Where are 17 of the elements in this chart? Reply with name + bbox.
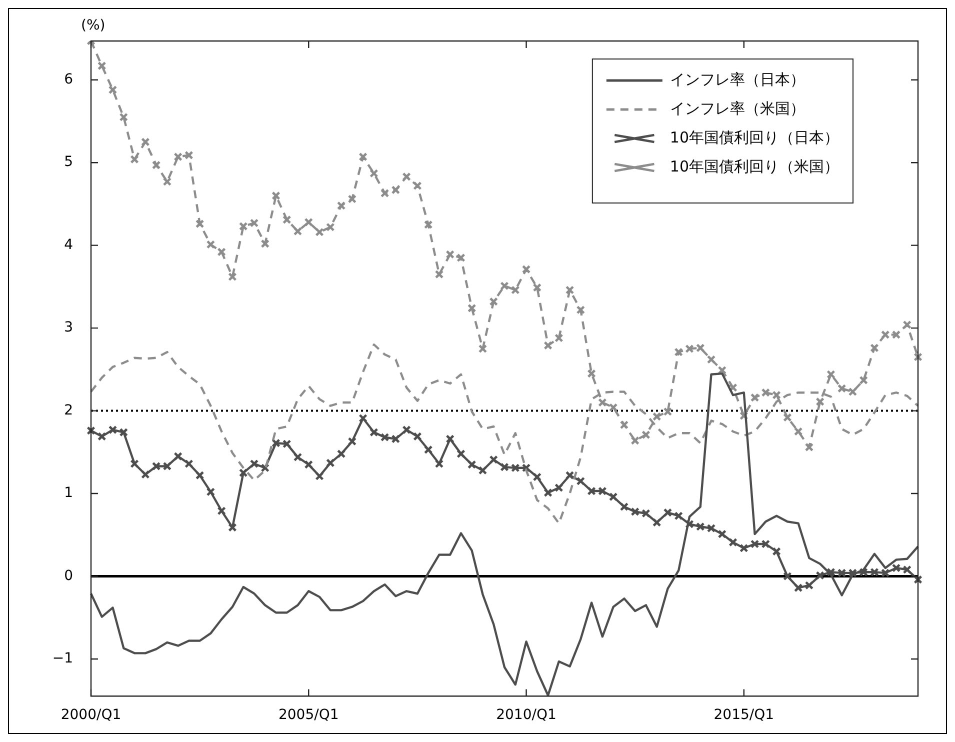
y-tick-label: 2 <box>64 402 73 418</box>
y-tick-label: 1 <box>64 485 73 502</box>
x-tick-label: 2000/Q1 <box>60 707 122 724</box>
y-tick-label: 3 <box>64 320 73 336</box>
legend-label: インフレ率（米国） <box>670 99 805 118</box>
legend-label: 10年国債利回り（日本） <box>670 128 840 146</box>
y-tick-label: 0 <box>64 568 73 584</box>
y-tick-label: 6 <box>64 72 74 88</box>
y-tick-label: 4 <box>64 236 74 253</box>
y-axis-title: (%) <box>81 18 106 34</box>
legend-label: インフレ率（日本） <box>670 70 805 88</box>
x-tick-label: 2005/Q1 <box>278 707 339 724</box>
y-tick-label: 5 <box>64 154 73 170</box>
x-tick-label: 2015/Q1 <box>714 707 774 724</box>
x-tick-label: 2010/Q1 <box>496 707 556 724</box>
legend-label: 10年国債利回り（米国） <box>670 157 840 176</box>
y-tick-label: −1 <box>52 650 73 667</box>
